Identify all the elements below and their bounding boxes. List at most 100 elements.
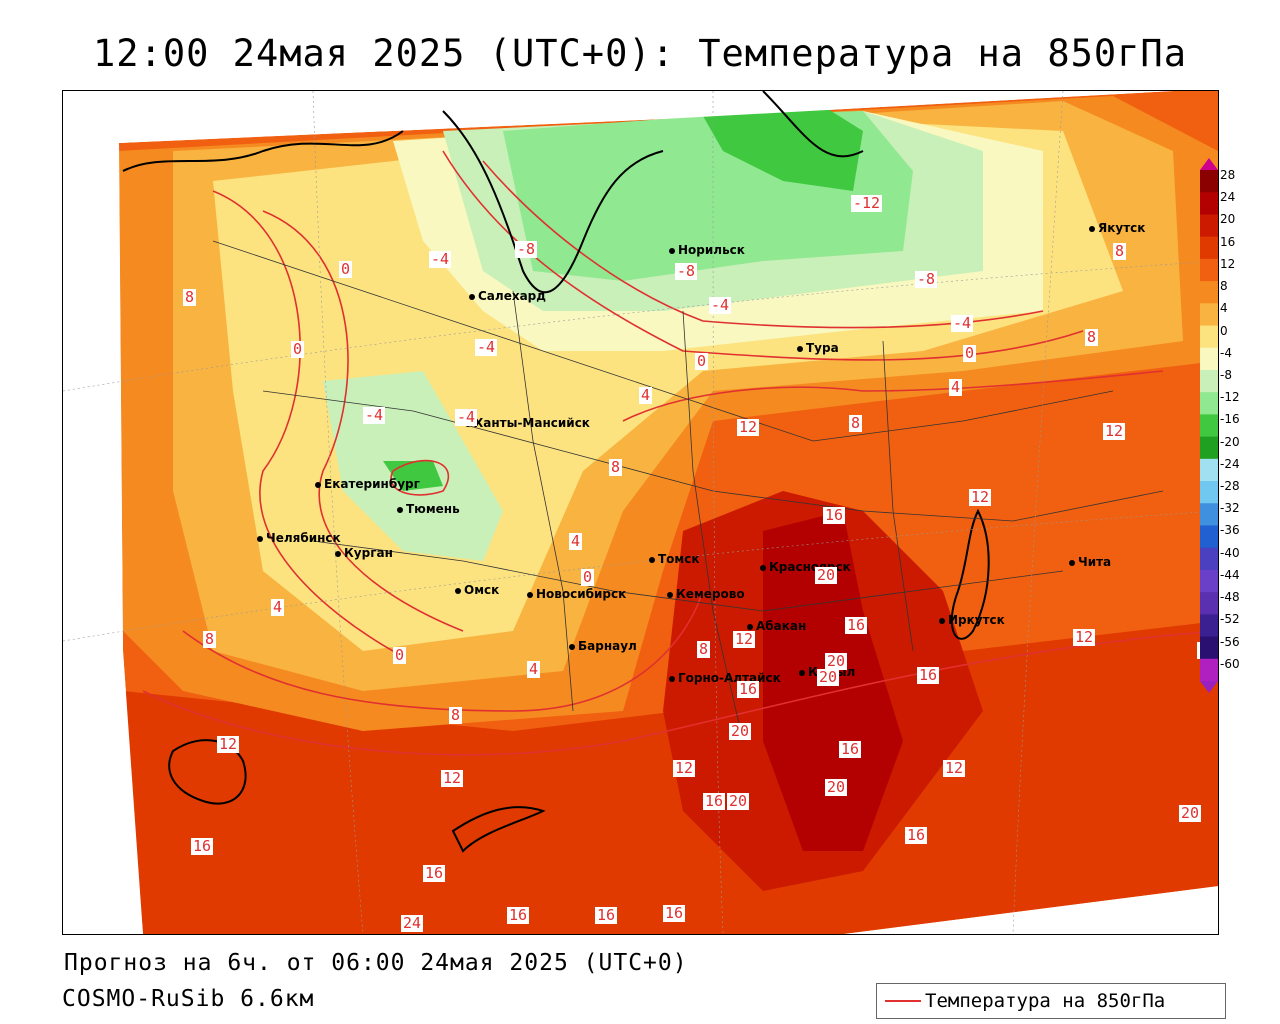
- scale-tick-label: 24: [1220, 190, 1236, 205]
- isoline-label: 4: [949, 378, 963, 396]
- isoline-label: -8: [515, 240, 538, 258]
- isoline-label: 16: [703, 792, 726, 810]
- isoline-label: 16: [507, 906, 530, 924]
- isoline-label: 12: [733, 630, 756, 648]
- legend-line-icon: [885, 1000, 921, 1002]
- scale-swatch: [1200, 236, 1218, 260]
- scale-tick-label: 0: [1220, 323, 1228, 338]
- scale-swatch: [1200, 636, 1218, 660]
- isoline-label: 4: [527, 660, 541, 678]
- city-dot-icon: [469, 293, 475, 300]
- city-marker: Горно-Алтайск: [669, 671, 781, 685]
- scale-swatch: [1200, 281, 1218, 304]
- city-marker: Ханты-Мансийск: [465, 416, 590, 430]
- isoline-label: 12: [441, 769, 464, 787]
- city-dot-icon: [797, 345, 803, 352]
- city-marker: Челябинск: [257, 531, 341, 545]
- scale-swatch: [1200, 614, 1218, 638]
- isoline-label: 12: [1073, 628, 1096, 646]
- isoline-label: 20: [817, 668, 840, 686]
- scale-swatch: [1200, 592, 1218, 615]
- scale-swatch: [1200, 303, 1218, 327]
- isoline-label: 20: [727, 792, 750, 810]
- city-dot-icon: [569, 643, 575, 650]
- scale-tick-label: -4: [1220, 345, 1232, 360]
- isoline-label: 20: [825, 778, 848, 796]
- city-dot-icon: [527, 591, 533, 598]
- isoline-label: 16: [839, 740, 862, 758]
- isoline-label: 16: [595, 906, 618, 924]
- isoline-label: -12: [851, 194, 883, 212]
- city-dot-icon: [747, 623, 753, 630]
- isoline-label: 12: [737, 418, 760, 436]
- isoline-label: 0: [695, 352, 709, 370]
- scale-tick-label: 12: [1220, 256, 1236, 271]
- color-scale-bar: [1200, 158, 1218, 693]
- isoline-label: 16: [823, 506, 846, 524]
- isoline-label: -4: [951, 314, 974, 332]
- isoline-label: 12: [673, 759, 696, 777]
- isoline-label: 8: [183, 288, 197, 306]
- city-marker: Красноярск: [760, 560, 851, 574]
- city-dot-icon: [455, 587, 461, 594]
- scale-swatch: [1200, 525, 1218, 549]
- scale-tick-label: -60: [1220, 656, 1240, 671]
- isoline-label: 8: [849, 414, 863, 432]
- isoline-label: 16: [663, 904, 686, 922]
- scale-tick-label: -24: [1220, 456, 1240, 471]
- model-info: COSMO-RuSib 6.6км: [62, 986, 315, 1012]
- legend-label: Температура на 850гПа: [925, 990, 1166, 1012]
- isoline-label: 8: [1113, 242, 1127, 260]
- scale-tick-label: 4: [1220, 301, 1228, 316]
- map-title: 12:00 24мая 2025 (UTC+0): Температура на…: [93, 32, 1187, 75]
- city-marker: Тюмень: [397, 502, 460, 516]
- scale-tick-label: -52: [1220, 612, 1240, 627]
- isoline-label: 24: [401, 914, 424, 932]
- scale-swatch: [1200, 458, 1218, 482]
- isoline-label: 0: [393, 646, 407, 664]
- isoline-label: 16: [191, 837, 214, 855]
- isoline-label: 20: [729, 722, 752, 740]
- city-marker: Норильск: [669, 243, 745, 257]
- isoline-label: 8: [203, 630, 217, 648]
- scale-tick-label: 20: [1220, 212, 1236, 227]
- scale-swatch: [1200, 325, 1218, 349]
- map-canvas: [63, 91, 1218, 934]
- isoline-label: 20: [815, 566, 838, 584]
- isoline-label: -4: [363, 406, 386, 424]
- isoline-label: 20: [1179, 804, 1202, 822]
- scale-swatch: [1200, 569, 1218, 593]
- isoline-label: 12: [969, 488, 992, 506]
- scale-swatch: [1200, 369, 1218, 393]
- scale-swatch: [1200, 214, 1218, 238]
- scale-tick-label: 8: [1220, 279, 1228, 294]
- scale-swatch: [1200, 192, 1218, 215]
- scale-tick-label: -36: [1220, 523, 1240, 538]
- scale-swatch: [1200, 414, 1218, 438]
- scale-swatch: [1200, 347, 1218, 371]
- city-dot-icon: [257, 535, 263, 542]
- isoline-label: 4: [639, 386, 653, 404]
- city-dot-icon: [1069, 559, 1075, 566]
- scale-swatch: [1200, 658, 1218, 682]
- city-dot-icon: [649, 556, 655, 563]
- city-dot-icon: [939, 617, 945, 624]
- scale-tick-label: -16: [1220, 412, 1240, 427]
- temperature-map: Норильск Салехард Тура Якутск Ханты-Манс…: [62, 90, 1219, 935]
- city-dot-icon: [799, 669, 805, 676]
- city-marker: Салехард: [469, 289, 546, 303]
- isoline-label: 16: [423, 864, 446, 882]
- city-marker: Кемерово: [667, 587, 745, 601]
- scale-tick-label: -56: [1220, 634, 1240, 649]
- scale-top-arrow-icon: [1200, 158, 1218, 170]
- scale-swatch: [1200, 170, 1218, 193]
- city-dot-icon: [397, 506, 403, 513]
- forecast-info: Прогноз на 6ч. от 06:00 24мая 2025 (UTC+…: [64, 950, 688, 976]
- city-marker: Иркутск: [939, 613, 1005, 627]
- isoline-label: -4: [455, 408, 478, 426]
- scale-tick-label: 28: [1220, 168, 1236, 182]
- city-dot-icon: [669, 247, 675, 254]
- isoline-label: 16: [905, 826, 928, 844]
- scale-swatch: [1200, 481, 1218, 504]
- isoline-label: -4: [475, 338, 498, 356]
